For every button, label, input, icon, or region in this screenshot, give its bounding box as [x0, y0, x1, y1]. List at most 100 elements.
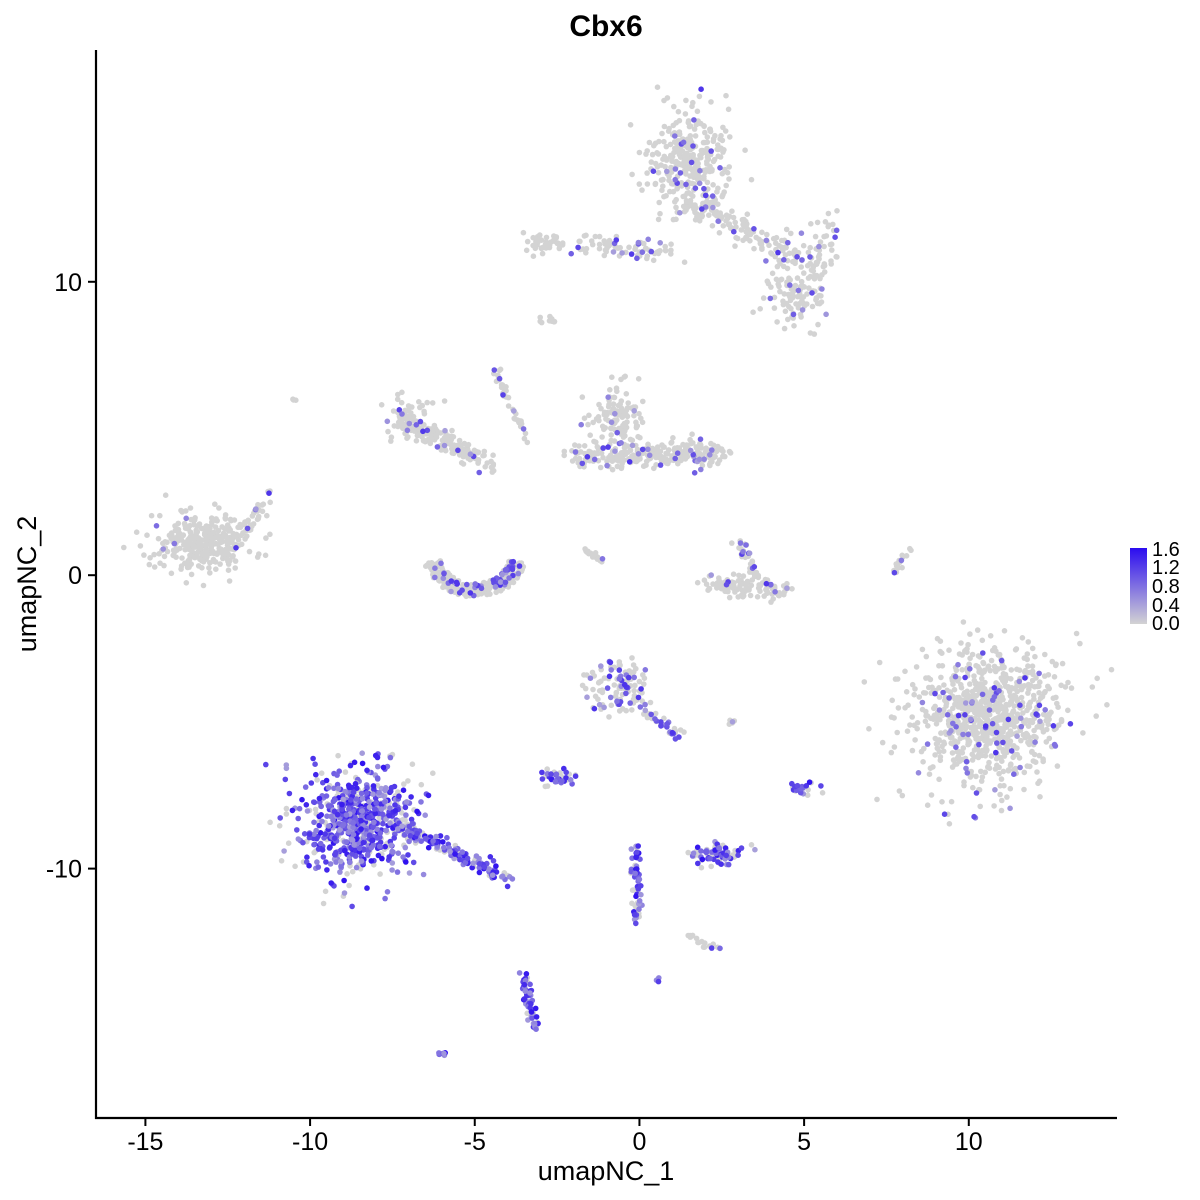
cell-point	[452, 851, 458, 857]
cell-point	[697, 153, 704, 159]
cell-point	[806, 779, 813, 785]
cell-point	[634, 849, 640, 856]
cell-point	[946, 647, 952, 653]
cell-point	[510, 558, 517, 565]
cell-point	[714, 146, 720, 153]
cell-point	[601, 252, 608, 259]
cell-point	[176, 530, 183, 537]
cell-point	[733, 234, 739, 241]
cell-point	[697, 436, 704, 443]
cell-point	[153, 523, 160, 529]
cell-point	[1012, 718, 1019, 725]
cell-point	[553, 771, 560, 777]
cell-point	[771, 294, 778, 301]
cell-point	[974, 730, 981, 736]
cell-point	[607, 659, 614, 666]
cell-point	[366, 832, 373, 838]
cell-point	[382, 895, 388, 902]
cell-point	[476, 469, 483, 476]
cell-point	[192, 544, 199, 550]
cell-point	[1054, 763, 1061, 769]
cell-point	[834, 254, 840, 260]
cell-point	[476, 861, 483, 867]
cell-point	[416, 399, 422, 405]
cell-point	[603, 416, 609, 422]
cell-point	[515, 570, 522, 577]
cell-point	[612, 693, 619, 699]
cell-point	[187, 505, 194, 511]
cell-point	[226, 578, 233, 584]
cell-point	[930, 764, 936, 770]
cell-point	[716, 230, 723, 236]
cell-point	[490, 452, 496, 459]
cell-point	[639, 249, 646, 255]
cell-point	[1036, 690, 1042, 696]
cell-point	[523, 247, 530, 254]
cell-point	[1000, 670, 1007, 677]
cell-point	[577, 238, 583, 245]
cell-point	[960, 619, 967, 625]
cell-point	[148, 512, 155, 519]
cell-point	[999, 797, 1005, 804]
cell-point	[811, 272, 818, 279]
cell-point	[1108, 666, 1115, 673]
cell-point	[952, 701, 958, 708]
cell-point	[405, 407, 412, 414]
cell-point	[681, 729, 687, 735]
cell-point	[946, 821, 953, 827]
cell-point	[473, 853, 480, 859]
cell-point	[620, 434, 627, 440]
cell-point	[318, 770, 325, 776]
cell-point	[720, 223, 727, 229]
cell-point	[946, 695, 952, 701]
cell-point	[161, 553, 168, 560]
cell-point	[523, 971, 530, 977]
cell-point	[335, 752, 341, 759]
cell-point	[691, 126, 698, 132]
cell-point	[699, 856, 706, 863]
cell-point	[567, 777, 574, 783]
cell-point	[342, 769, 349, 775]
cell-point	[976, 683, 982, 689]
cell-point	[319, 847, 326, 853]
cell-point	[740, 573, 747, 579]
cell-point	[757, 306, 763, 312]
cell-point	[809, 290, 815, 296]
cell-point	[442, 447, 449, 454]
cell-point	[604, 462, 610, 469]
cell-point	[418, 781, 425, 788]
cell-point	[438, 560, 444, 567]
cell-point	[1016, 678, 1023, 685]
cell-point	[244, 525, 251, 532]
cell-point	[825, 223, 831, 230]
cell-point	[1022, 669, 1028, 675]
cell-point	[814, 219, 821, 226]
cell-point	[720, 448, 726, 455]
cell-point	[726, 176, 732, 182]
cell-point	[757, 588, 763, 594]
cell-point	[812, 233, 819, 240]
cell-point	[799, 257, 805, 263]
cell-point	[636, 181, 643, 187]
cell-point	[371, 819, 377, 826]
cell-point	[666, 457, 673, 464]
cell-point	[821, 269, 828, 275]
cell-point	[648, 248, 655, 255]
cell-point	[798, 230, 805, 236]
cell-point	[646, 452, 653, 459]
cell-point	[353, 796, 360, 802]
cell-point	[909, 747, 916, 754]
cell-point	[920, 759, 926, 765]
cell-point	[379, 855, 385, 862]
cell-point	[949, 764, 956, 770]
cell-point	[759, 229, 765, 236]
cell-point	[366, 814, 372, 821]
cell-point	[516, 563, 523, 569]
cell-point	[194, 523, 201, 530]
cell-point	[633, 854, 639, 861]
cell-point	[672, 445, 678, 452]
cell-point	[1008, 667, 1015, 673]
cell-point	[740, 237, 746, 244]
cell-point	[690, 850, 697, 856]
cell-point	[1034, 769, 1040, 775]
